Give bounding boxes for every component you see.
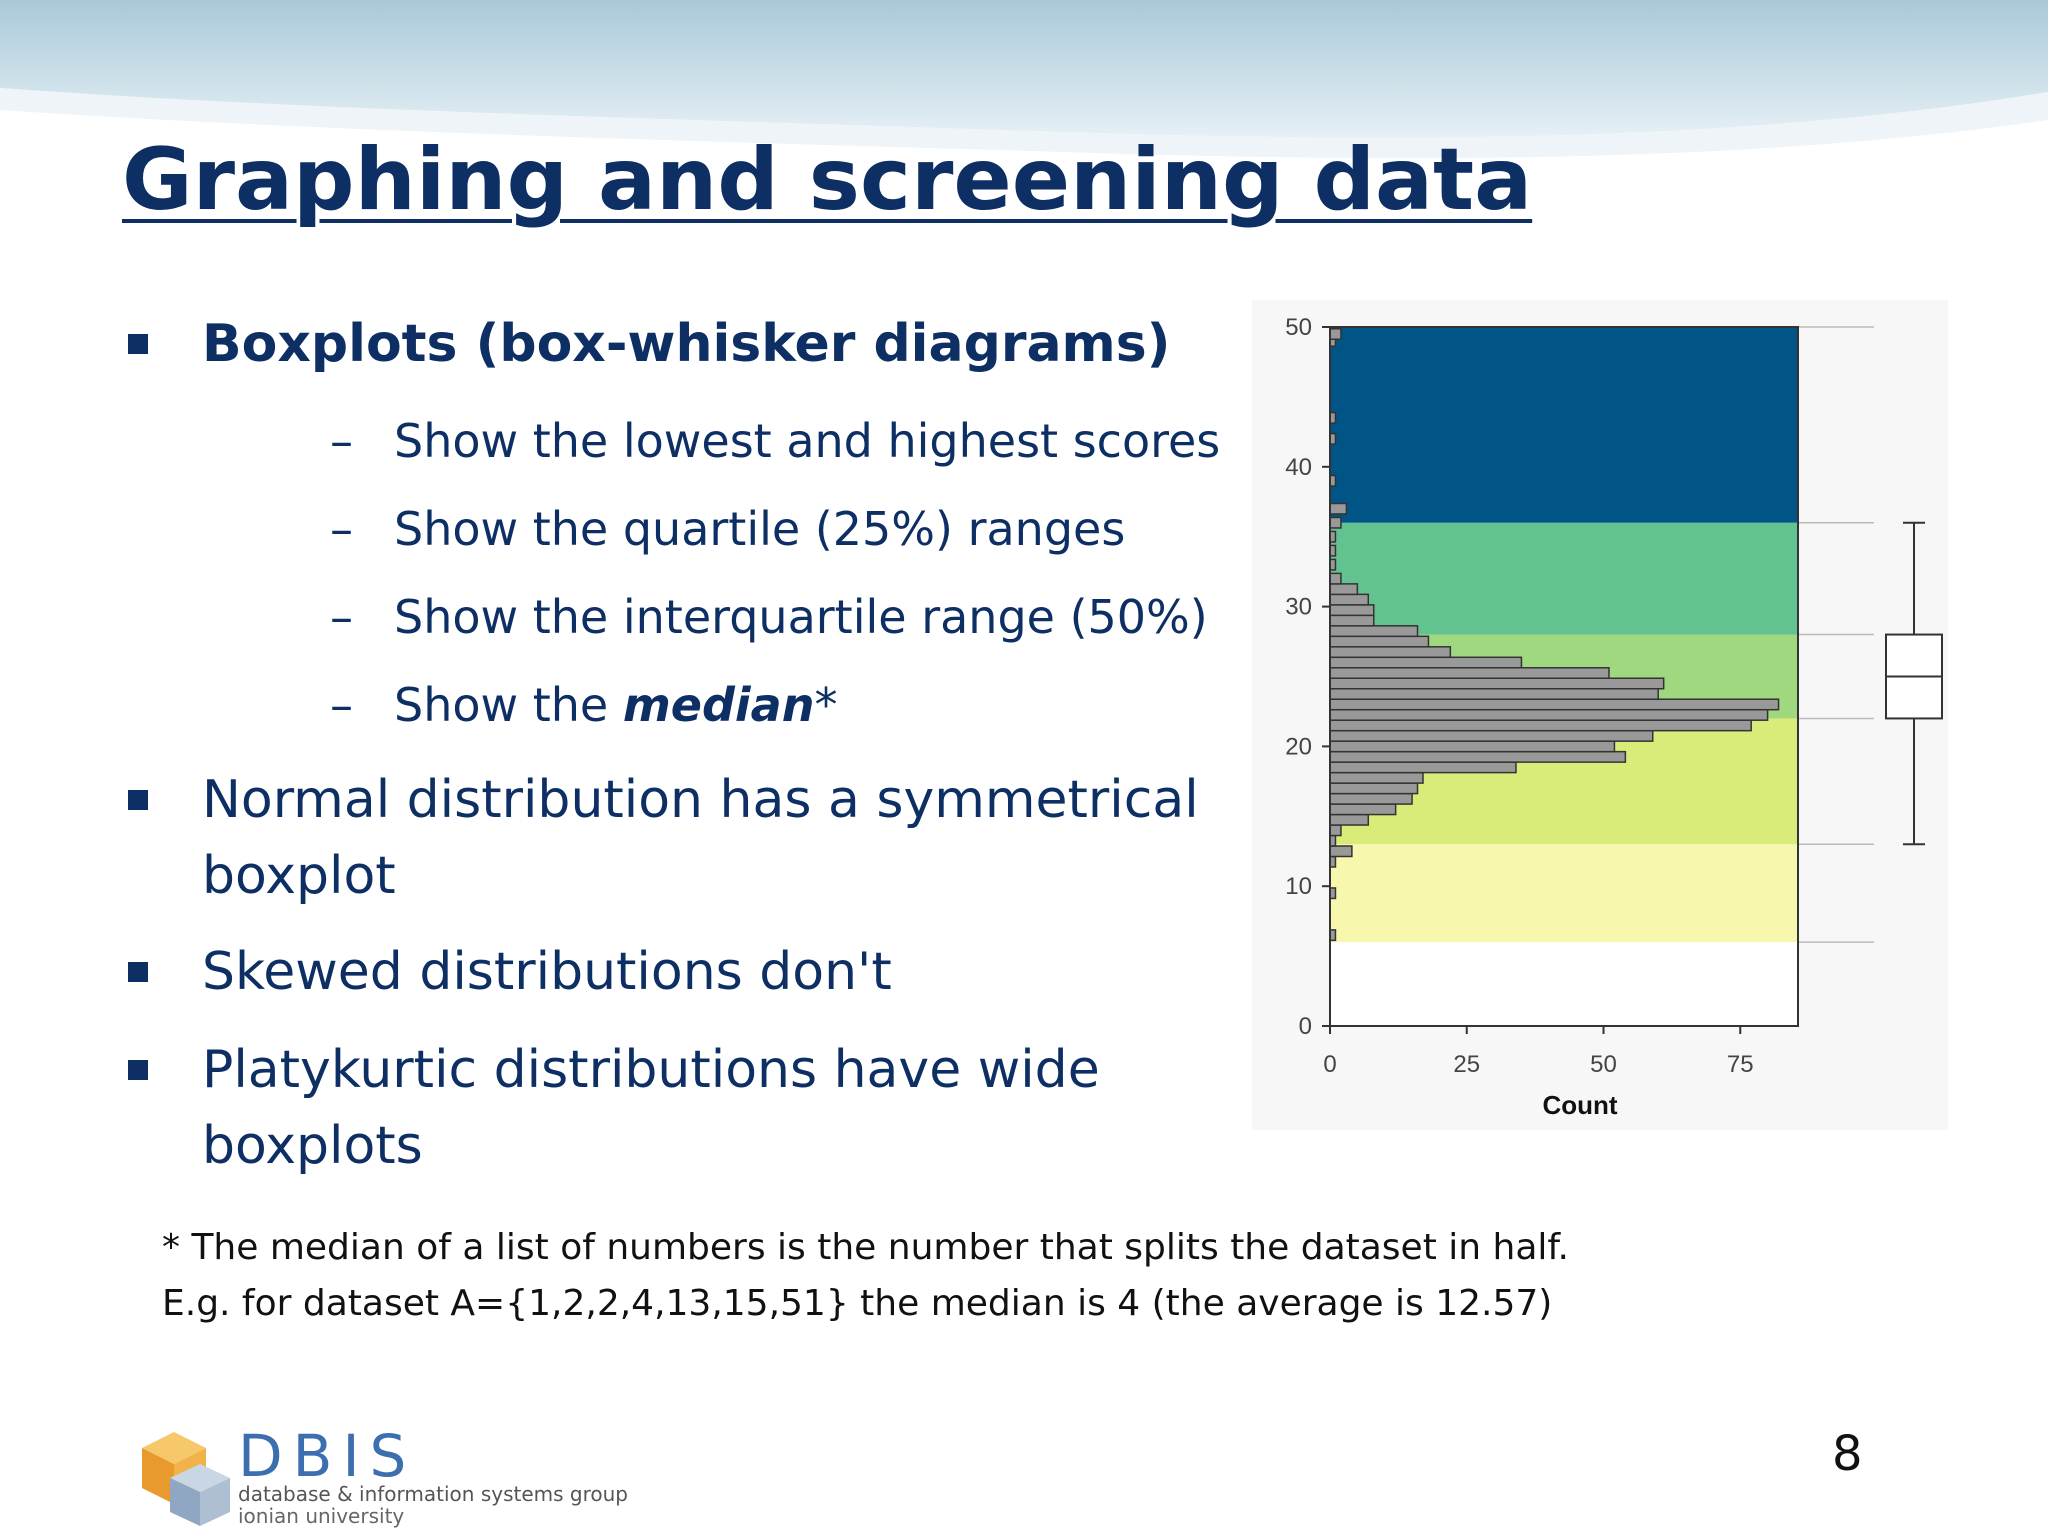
bullet-square-icon: [128, 790, 148, 810]
bullet-text: Boxplots (box-whisker diagrams): [202, 314, 1171, 374]
bullet-square-icon: [128, 1060, 148, 1080]
histogram-bar: [1329, 502, 1348, 515]
histogram-bar: [1329, 719, 1752, 732]
x-tick-label: 50: [1590, 1051, 1617, 1078]
quartile-band: [1330, 327, 1798, 523]
histogram-bar: [1329, 761, 1517, 774]
histogram-bar: [1329, 687, 1659, 700]
histogram-bar: [1329, 667, 1610, 679]
subbullet-text: Show the interquartile range (50%): [394, 590, 1208, 644]
histogram-bar: [1329, 698, 1780, 711]
bullet-text-line1: Platykurtic distributions have wide: [202, 1040, 1100, 1100]
histogram-bar: [1329, 845, 1353, 858]
bullet-skewed: Skewed distributions don't: [128, 934, 892, 1010]
subbullet-text: Show the quartile (25%) ranges: [394, 502, 1126, 556]
histogram-bar: [1329, 677, 1665, 690]
y-tick-label: 10: [1285, 873, 1312, 900]
bullet-boxplots: Boxplots (box-whisker diagrams): [128, 306, 1171, 382]
y-tick-label: 30: [1285, 594, 1312, 621]
y-tick-label: 0: [1299, 1013, 1312, 1040]
histogram-bar: [1329, 740, 1616, 753]
bullet-platykurtic: Platykurtic distributions have wide boxp…: [128, 1032, 1100, 1184]
quartile-band: [1330, 522, 1798, 635]
histogram-bar: [1329, 593, 1370, 606]
x-tick-label: 0: [1323, 1051, 1336, 1078]
histogram-bar: [1329, 646, 1452, 659]
histogram-bar: [1329, 516, 1342, 529]
histogram-bar: [1329, 813, 1370, 826]
subbullet-quartile: – Show the quartile (25%) ranges: [330, 498, 1126, 560]
bullet-text-line1: Normal distribution has a symmetrical: [202, 770, 1199, 830]
logo-name: DBIS: [238, 1422, 417, 1490]
dash-icon: –: [330, 678, 353, 732]
subbullet-median-emphasis: median: [622, 678, 815, 732]
dash-icon: –: [330, 414, 353, 468]
logo-subtitle: database & information systems group: [238, 1482, 628, 1506]
histogram-bar: [1329, 614, 1375, 627]
histogram-boxplot-chart: 0 10 20 30 40 50 0 25 50 75 Count: [1285, 314, 1943, 1120]
subbullet-text-prefix: Show the: [394, 678, 623, 732]
histogram-bar: [1329, 782, 1419, 795]
histogram-bar: [1329, 625, 1419, 638]
footnote-line1: * The median of a list of numbers is the…: [162, 1227, 1569, 1268]
subbullet-lowest-highest: – Show the lowest and highest scores: [330, 410, 1221, 472]
bullet-text-line2: boxplots: [202, 1116, 423, 1176]
histogram-bar: [1329, 708, 1769, 721]
subbullet-text: Show the lowest and highest scores: [394, 414, 1221, 468]
subbullet-interquartile: – Show the interquartile range (50%): [330, 586, 1208, 648]
histogram-bar: [1329, 572, 1342, 585]
plot-frame: [1329, 326, 1799, 1027]
histogram-bar: [1329, 792, 1413, 805]
histogram-bar: [1329, 803, 1397, 816]
histogram-bar: [1329, 604, 1375, 617]
slide-title: Graphing and screening data: [122, 130, 1533, 230]
histogram-bar: [1329, 750, 1627, 763]
bullet-square-icon: [128, 334, 148, 354]
bullet-text-line2: boxplot: [202, 846, 396, 906]
histogram-bar: [1329, 656, 1523, 669]
y-tick-label: 50: [1285, 314, 1312, 341]
bullet-normal-distribution: Normal distribution has a symmetrical bo…: [128, 762, 1199, 914]
dbis-logo-icon: [142, 1432, 230, 1526]
x-tick-label: 75: [1727, 1051, 1754, 1078]
quartile-band: [1330, 844, 1798, 943]
footnote: * The median of a list of numbers is the…: [162, 1220, 1569, 1332]
top-wave-decoration: [0, 0, 2048, 159]
bullet-text: Skewed distributions don't: [202, 942, 892, 1002]
histogram-bar: [1329, 583, 1359, 596]
x-tick-label: 25: [1453, 1051, 1480, 1078]
y-tick-label: 40: [1285, 454, 1312, 481]
page-number: 8: [1832, 1426, 1863, 1482]
logo-institution: ionian university: [238, 1504, 405, 1528]
dash-icon: –: [330, 502, 353, 556]
y-tick-label: 20: [1285, 733, 1312, 760]
subbullet-median: – Show the median*: [330, 674, 838, 736]
histogram-bar: [1329, 771, 1424, 784]
histogram-bar: [1329, 729, 1654, 742]
histogram-bar: [1329, 327, 1342, 340]
dash-icon: –: [330, 590, 353, 644]
bullet-square-icon: [128, 962, 148, 982]
histogram-bar: [1329, 635, 1430, 648]
histogram-bar: [1329, 824, 1342, 837]
subbullet-text-suffix: *: [814, 678, 838, 732]
footnote-line2: E.g. for dataset A={1,2,2,4,13,15,51} th…: [162, 1283, 1553, 1324]
x-axis-title: Count: [1542, 1090, 1617, 1120]
